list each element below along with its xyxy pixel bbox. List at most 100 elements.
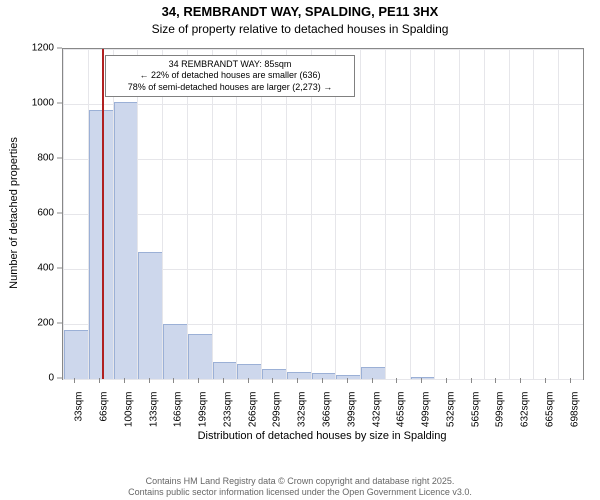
marker-line (102, 49, 104, 379)
ytick-label: 1200 (0, 43, 54, 54)
footer-line-2: Contains public sector information licen… (128, 487, 472, 497)
xtick-mark (570, 378, 571, 383)
histogram-bar (64, 330, 89, 379)
xtick-label: 532sqm (445, 392, 456, 428)
histogram-bar (262, 369, 287, 379)
xtick-label: 565sqm (470, 392, 481, 428)
gridline (360, 49, 361, 379)
histogram-bar (188, 334, 213, 379)
annotation-box: 34 REMBRANDT WAY: 85sqm← 22% of detached… (105, 55, 355, 97)
ytick-mark (57, 268, 62, 269)
xtick-mark (495, 378, 496, 383)
gridline (558, 49, 559, 379)
ytick-label: 200 (0, 318, 54, 329)
xtick-label: 332sqm (297, 392, 308, 428)
xtick-mark (372, 378, 373, 383)
gridline (385, 49, 386, 379)
histogram-bar (163, 324, 188, 379)
xtick-label: 698sqm (569, 392, 580, 428)
gridline (212, 49, 213, 379)
ytick-label: 0 (0, 373, 54, 384)
histogram-bar (312, 373, 337, 379)
xtick-label: 399sqm (346, 392, 357, 428)
gridline (311, 49, 312, 379)
xtick-mark (149, 378, 150, 383)
ytick-label: 800 (0, 153, 54, 164)
ytick-label: 1000 (0, 98, 54, 109)
xtick-mark (173, 378, 174, 383)
xtick-label: 632sqm (520, 392, 531, 428)
xtick-mark (99, 378, 100, 383)
gridline (63, 159, 583, 160)
gridline (533, 49, 534, 379)
xtick-mark (520, 378, 521, 383)
xtick-mark (471, 378, 472, 383)
xtick-label: 33sqm (74, 392, 85, 422)
histogram-bar (237, 364, 262, 379)
xtick-label: 199sqm (198, 392, 209, 428)
xtick-label: 233sqm (222, 392, 233, 428)
ytick-mark (57, 323, 62, 324)
xtick-mark (322, 378, 323, 383)
xtick-label: 133sqm (148, 392, 159, 428)
histogram-bar (114, 102, 139, 379)
xtick-mark (248, 378, 249, 383)
gridline (63, 104, 583, 105)
xtick-mark (396, 378, 397, 383)
gridline (286, 49, 287, 379)
title: 34, REMBRANDT WAY, SPALDING, PE11 3HX (0, 4, 600, 19)
gridline (484, 49, 485, 379)
xtick-mark (347, 378, 348, 383)
xtick-label: 266sqm (247, 392, 258, 428)
x-axis-label: Distribution of detached houses by size … (62, 430, 582, 442)
histogram-bar (287, 372, 312, 379)
histogram-bar (138, 252, 163, 380)
footer-attribution: Contains HM Land Registry data © Crown c… (0, 476, 600, 498)
ytick-mark (57, 213, 62, 214)
gridline (236, 49, 237, 379)
ytick-label: 600 (0, 208, 54, 219)
ytick-mark (57, 103, 62, 104)
xtick-label: 465sqm (396, 392, 407, 428)
xtick-mark (421, 378, 422, 383)
ytick-mark (57, 378, 62, 379)
xtick-label: 665sqm (544, 392, 555, 428)
xtick-label: 366sqm (322, 392, 333, 428)
histogram-bar (411, 377, 436, 379)
histogram-bar (213, 362, 238, 380)
footer-line-1: Contains HM Land Registry data © Crown c… (146, 476, 455, 486)
xtick-mark (198, 378, 199, 383)
histogram-bar (336, 375, 361, 379)
xtick-mark (272, 378, 273, 383)
xtick-label: 599sqm (495, 392, 506, 428)
xtick-mark (124, 378, 125, 383)
annotation-line: 34 REMBRANDT WAY: 85sqm (112, 59, 348, 70)
ytick-mark (57, 48, 62, 49)
gridline (261, 49, 262, 379)
gridline (63, 379, 583, 380)
xtick-mark (297, 378, 298, 383)
plot-area: 34 REMBRANDT WAY: 85sqm← 22% of detached… (62, 48, 584, 380)
gridline (434, 49, 435, 379)
xtick-label: 432sqm (371, 392, 382, 428)
xtick-label: 299sqm (272, 392, 283, 428)
xtick-mark (223, 378, 224, 383)
gridline (63, 214, 583, 215)
xtick-mark (446, 378, 447, 383)
gridline (335, 49, 336, 379)
ytick-label: 400 (0, 263, 54, 274)
annotation-line: 78% of semi-detached houses are larger (… (112, 82, 348, 93)
xtick-label: 166sqm (173, 392, 184, 428)
xtick-label: 66sqm (99, 392, 110, 422)
gridline (459, 49, 460, 379)
gridline (187, 49, 188, 379)
figure: 34, REMBRANDT WAY, SPALDING, PE11 3HX Si… (0, 0, 600, 500)
annotation-line: ← 22% of detached houses are smaller (63… (112, 70, 348, 81)
ytick-mark (57, 158, 62, 159)
histogram-bar (361, 367, 386, 379)
gridline (509, 49, 510, 379)
gridline (63, 49, 583, 50)
xtick-label: 499sqm (421, 392, 432, 428)
gridline (410, 49, 411, 379)
xtick-label: 100sqm (123, 392, 134, 428)
